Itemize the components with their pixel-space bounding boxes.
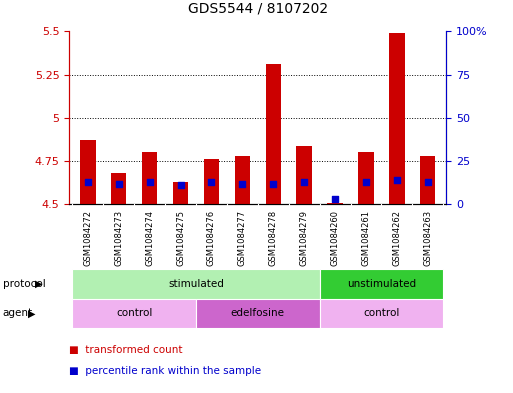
Text: control: control xyxy=(363,309,400,318)
Text: agent: agent xyxy=(3,309,33,318)
Text: GDS5544 / 8107202: GDS5544 / 8107202 xyxy=(188,2,328,16)
Text: GSM1084275: GSM1084275 xyxy=(176,209,185,266)
Bar xyxy=(234,156,250,204)
Text: stimulated: stimulated xyxy=(168,279,224,289)
Bar xyxy=(204,160,219,204)
Text: ■  percentile rank within the sample: ■ percentile rank within the sample xyxy=(69,366,262,376)
Bar xyxy=(72,269,320,299)
Point xyxy=(331,196,339,202)
Text: GSM1084273: GSM1084273 xyxy=(114,209,123,266)
Text: GSM1084261: GSM1084261 xyxy=(362,209,370,266)
Text: GSM1084277: GSM1084277 xyxy=(238,209,247,266)
Bar xyxy=(142,152,157,204)
Text: control: control xyxy=(116,309,152,318)
Bar xyxy=(297,145,312,204)
Text: GSM1084263: GSM1084263 xyxy=(423,209,432,266)
Bar xyxy=(420,156,436,204)
Point xyxy=(362,179,370,185)
Text: ▶: ▶ xyxy=(35,279,43,289)
Bar xyxy=(327,203,343,204)
Bar xyxy=(72,299,196,328)
Text: GSM1084276: GSM1084276 xyxy=(207,209,216,266)
Point xyxy=(300,179,308,185)
Point xyxy=(269,180,278,187)
Point xyxy=(176,182,185,189)
Bar xyxy=(266,64,281,204)
Point xyxy=(393,177,401,183)
Text: protocol: protocol xyxy=(3,279,45,289)
Bar xyxy=(358,152,373,204)
Text: unstimulated: unstimulated xyxy=(347,279,416,289)
Bar xyxy=(196,299,320,328)
Text: GSM1084262: GSM1084262 xyxy=(392,209,401,266)
Text: GSM1084272: GSM1084272 xyxy=(83,209,92,266)
Point xyxy=(114,180,123,187)
Text: GSM1084279: GSM1084279 xyxy=(300,209,309,266)
Bar xyxy=(320,269,443,299)
Point xyxy=(238,180,246,187)
Text: ■  transformed count: ■ transformed count xyxy=(69,345,183,355)
Text: GSM1084260: GSM1084260 xyxy=(330,209,340,266)
Bar xyxy=(320,299,443,328)
Bar xyxy=(173,182,188,204)
Text: edelfosine: edelfosine xyxy=(231,309,285,318)
Bar xyxy=(111,173,126,204)
Point xyxy=(207,179,215,185)
Text: GSM1084274: GSM1084274 xyxy=(145,209,154,266)
Point xyxy=(146,179,154,185)
Bar xyxy=(389,33,405,204)
Point xyxy=(84,179,92,185)
Text: ▶: ▶ xyxy=(28,309,36,318)
Bar xyxy=(80,140,95,204)
Point xyxy=(424,179,432,185)
Text: GSM1084278: GSM1084278 xyxy=(269,209,278,266)
